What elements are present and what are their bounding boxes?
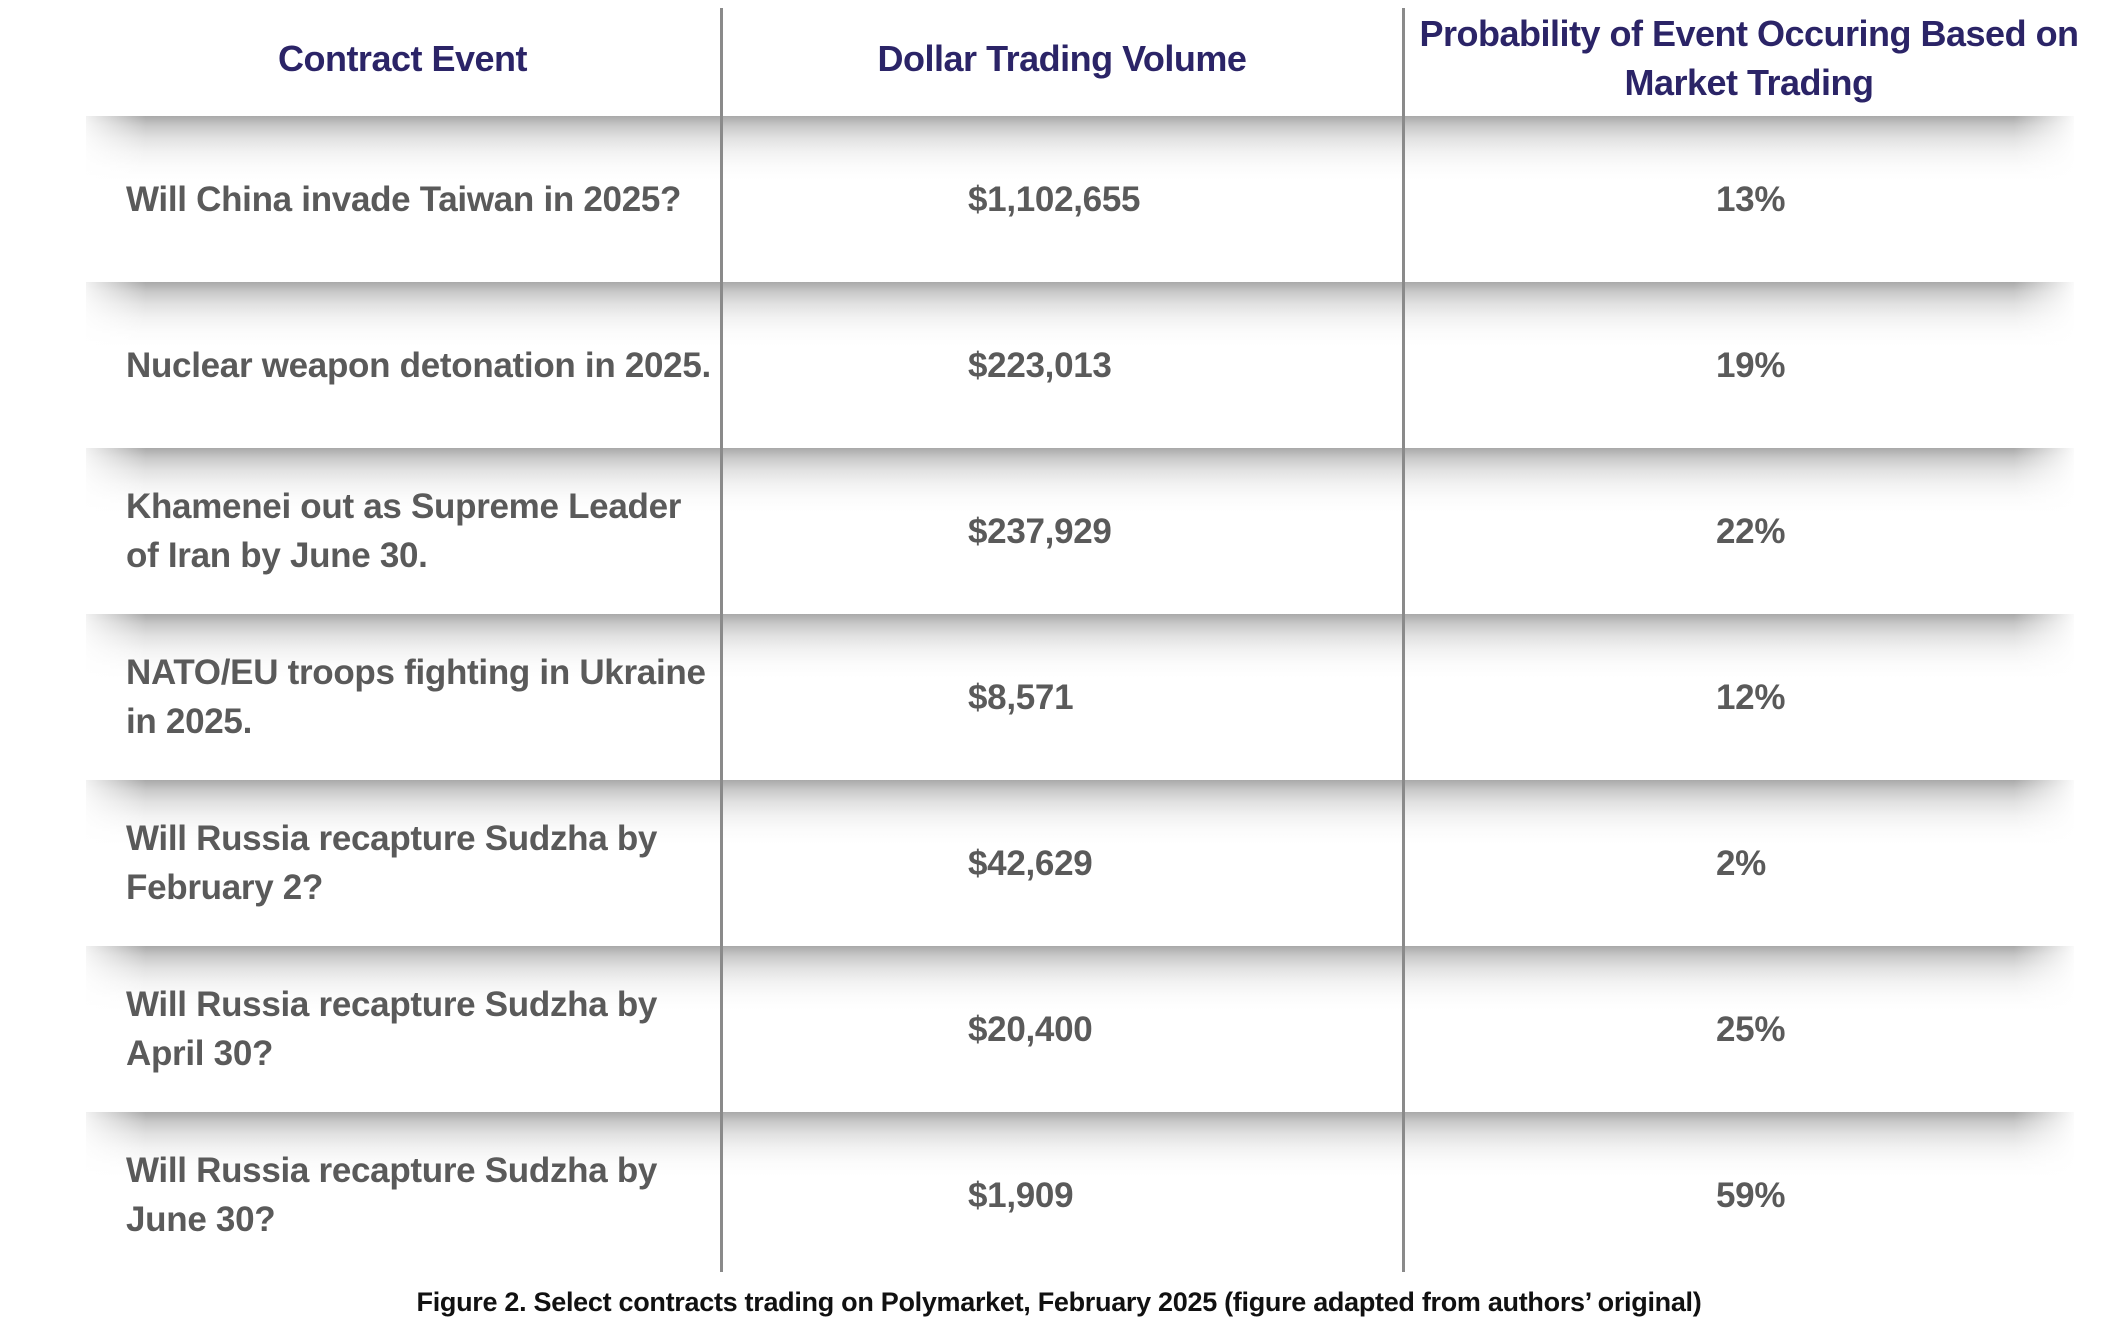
contract-event-cell-text: Will China invade Taiwan in 2025? [126, 179, 682, 219]
table-row [86, 614, 2074, 780]
contract-event-cell: Nuclear weapon detonation in 2025. [126, 282, 716, 448]
row-shadow-fade [2014, 282, 2074, 448]
table-row [86, 1112, 2074, 1278]
probability-cell-text: 19% [1716, 345, 1786, 385]
probability-cell: 2% [1716, 780, 2076, 946]
contract-event-cell-text: Nuclear weapon detonation in 2025. [126, 345, 711, 385]
dollar-trading-volume-cell-text: $20,400 [968, 1009, 1093, 1049]
table-row [86, 282, 2074, 448]
probability-cell-text: 25% [1716, 1009, 1786, 1049]
table-row [86, 946, 2074, 1112]
contract-event-cell-text: Will Russia recapture Sudzha by June 30? [126, 1151, 658, 1239]
row-shadow-fade [2014, 614, 2074, 780]
table-row [86, 116, 2074, 282]
column-header-contract-event: Contract Event [277, 37, 528, 79]
row-shadow-fade [86, 116, 146, 282]
dollar-trading-volume-cell: $8,571 [968, 614, 1388, 780]
probability-cell: 13% [1716, 116, 2076, 282]
probability-cell: 12% [1716, 614, 2076, 780]
probability-cell: 25% [1716, 946, 2076, 1112]
contract-event-cell: NATO/EU troops fighting in Ukraine in 20… [126, 614, 716, 780]
row-shadow-fade [86, 448, 146, 614]
dollar-trading-volume-cell-text: $8,571 [968, 677, 1074, 717]
probability-cell-text: 22% [1716, 511, 1786, 551]
dollar-trading-volume-cell: $1,909 [968, 1112, 1388, 1278]
column-divider [1402, 8, 1405, 1272]
probability-cell-text: 59% [1716, 1175, 1786, 1215]
contract-event-cell: Will Russia recapture Sudzha by April 30… [126, 946, 716, 1112]
column-divider [720, 8, 723, 1272]
row-shadow-fade [2014, 448, 2074, 614]
row-shadow-fade [86, 282, 146, 448]
dollar-trading-volume-cell: $237,929 [968, 448, 1388, 614]
contract-event-cell: Khamenei out as Supreme Leader of Iran b… [126, 448, 716, 614]
probability-cell-text: 13% [1716, 179, 1786, 219]
figure-caption: Figure 2. Select contracts trading on Po… [416, 1287, 1702, 1317]
table-row [86, 780, 2074, 946]
dollar-trading-volume-cell: $20,400 [968, 946, 1388, 1112]
contract-event-cell-text: Khamenei out as Supreme Leader of Iran b… [126, 487, 682, 575]
probability-cell: 59% [1716, 1112, 2076, 1278]
contract-event-cell-text: Will Russia recapture Sudzha by April 30… [126, 985, 658, 1073]
probability-cell-text: 2% [1716, 843, 1766, 883]
column-header-probability: Probability of Event Occuring Based on M… [1419, 13, 2079, 103]
dollar-trading-volume-cell-text: $1,909 [968, 1175, 1074, 1215]
table-row [86, 448, 2074, 614]
dollar-trading-volume-cell: $223,013 [968, 282, 1388, 448]
contract-event-cell-text: Will Russia recapture Sudzha by February… [126, 819, 658, 907]
probability-cell: 22% [1716, 448, 2076, 614]
dollar-trading-volume-cell-text: $42,629 [968, 843, 1093, 883]
row-shadow-fade [86, 780, 146, 946]
row-shadow-fade [2014, 946, 2074, 1112]
contract-event-cell: Will China invade Taiwan in 2025? [126, 116, 716, 282]
column-header-dollar-trading-volume: Dollar Trading Volume [877, 37, 1247, 79]
dollar-trading-volume-cell-text: $237,929 [968, 511, 1112, 551]
contract-event-cell: Will Russia recapture Sudzha by June 30? [126, 1112, 716, 1278]
row-shadow-fade [86, 1112, 146, 1278]
dollar-trading-volume-cell: $1,102,655 [968, 116, 1388, 282]
dollar-trading-volume-cell: $42,629 [968, 780, 1388, 946]
dollar-trading-volume-cell-text: $1,102,655 [968, 179, 1141, 219]
contract-event-cell: Will Russia recapture Sudzha by February… [126, 780, 716, 946]
probability-cell: 19% [1716, 282, 2076, 448]
probability-cell-text: 12% [1716, 677, 1786, 717]
row-shadow-fade [2014, 116, 2074, 282]
row-shadow-fade [86, 946, 146, 1112]
row-shadow-fade [86, 614, 146, 780]
row-shadow-fade [2014, 1112, 2074, 1278]
row-shadow-fade [2014, 780, 2074, 946]
dollar-trading-volume-cell-text: $223,013 [968, 345, 1112, 385]
contract-event-cell-text: NATO/EU troops fighting in Ukraine in 20… [126, 653, 706, 741]
